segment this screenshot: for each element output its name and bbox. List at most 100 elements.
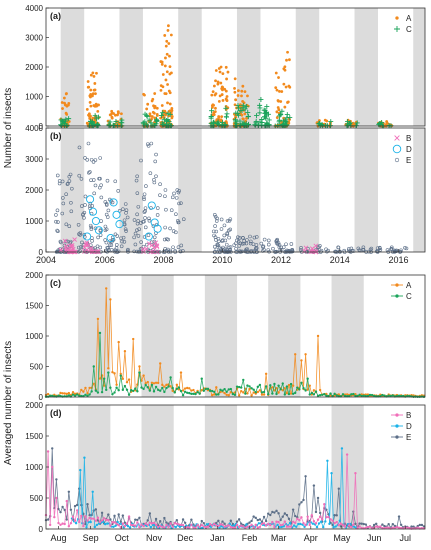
point-E [279,518,282,522]
point-C [242,378,245,382]
point-C [383,394,386,397]
point-A [277,391,280,394]
point-A [170,107,174,110]
point-E [168,226,172,231]
point-E [143,209,147,213]
point-B [204,525,208,529]
point-C [269,384,272,387]
point-B [82,245,88,250]
point-A [64,92,68,96]
point-A [160,62,164,66]
point-E [175,518,179,522]
panel-a-band [60,8,85,126]
panel-a-band [236,8,261,126]
point-A [237,89,240,93]
point-E [177,201,181,206]
point-A [233,90,237,94]
point-A [148,112,152,116]
point-E [152,239,157,244]
point-E [60,179,65,184]
point-C [62,118,68,124]
point-E [266,248,271,252]
point-A [275,88,279,92]
point-E [80,204,84,208]
point-B [167,525,170,528]
point-B [80,514,83,518]
point-E [163,188,168,192]
point-A [165,383,168,387]
point-C [260,391,264,394]
point-A [212,113,216,117]
point-B [83,242,89,247]
point-B [84,515,87,518]
point-E [83,249,87,254]
panel-b-band [178,128,202,252]
point-E [212,213,217,217]
point-E [275,238,279,243]
point-A [337,393,341,396]
point-B [393,526,397,530]
panel-c-band [331,275,364,397]
point-A [165,39,169,43]
point-A [92,88,96,92]
point-B [67,525,71,528]
point-A [217,99,221,103]
point-B [146,241,152,247]
point-A [86,85,90,89]
point-E [283,512,287,515]
point-A [260,393,264,396]
point-C [335,394,338,397]
point-C [202,389,206,392]
point-A [225,393,228,397]
point-B [269,523,272,527]
point-A [221,86,225,89]
point-A [351,121,355,125]
point-E [261,244,266,249]
point-E [89,157,94,162]
y-axis-label-bottom: Averaged number of insects [3,341,14,465]
point-E [316,496,320,500]
point-C [93,122,99,128]
point-A [96,317,100,321]
point-E [260,245,265,249]
point-A [385,121,389,125]
point-B [105,518,108,522]
point-C [284,115,290,121]
legend-label-A: A [406,14,412,23]
point-E [346,247,351,251]
point-E [298,503,301,506]
panel-d-xtick-label: Feb [242,533,258,543]
point-E [79,245,83,249]
point-B [385,526,388,529]
point-B [254,523,257,526]
point-C [308,393,311,396]
point-C [240,386,243,389]
point-D [106,522,109,525]
point-A [95,71,98,75]
point-E [223,238,228,243]
point-B [61,522,64,525]
point-B [121,522,125,525]
point-E [115,234,120,238]
point-A [210,393,214,397]
point-A [294,353,297,356]
panel-d-xtick-label: Apr [304,533,318,543]
point-C [169,376,172,379]
point-C [61,395,64,398]
point-E [142,235,147,239]
panel-b-ytick-label: 4000 [25,124,43,133]
point-E [142,210,147,214]
point-B [246,525,249,528]
point-C [188,391,191,395]
point-C [186,391,189,395]
point-C [159,389,162,392]
point-C [362,394,365,397]
point-E [385,248,390,252]
point-E [302,498,305,502]
point-E [122,240,127,244]
point-E [228,217,233,221]
point-E [372,523,376,527]
point-E [361,245,366,250]
point-C [255,122,261,128]
point-A [60,101,64,104]
